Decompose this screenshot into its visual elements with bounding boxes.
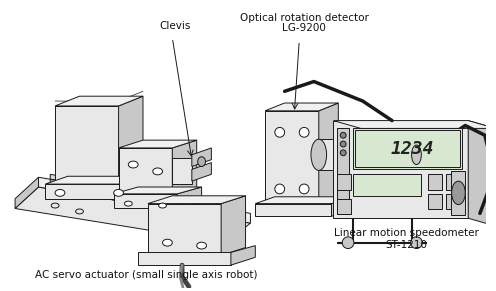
Polygon shape <box>331 197 351 216</box>
Ellipse shape <box>340 132 346 138</box>
Polygon shape <box>133 176 156 199</box>
Polygon shape <box>119 96 143 184</box>
Polygon shape <box>45 184 133 199</box>
Ellipse shape <box>159 203 167 208</box>
Ellipse shape <box>128 161 138 168</box>
Polygon shape <box>148 204 221 255</box>
Polygon shape <box>114 187 201 194</box>
Ellipse shape <box>237 231 245 236</box>
Polygon shape <box>50 179 246 218</box>
Ellipse shape <box>340 150 346 156</box>
Ellipse shape <box>412 145 421 164</box>
Ellipse shape <box>342 237 354 249</box>
Polygon shape <box>319 103 338 208</box>
Polygon shape <box>192 163 211 181</box>
Polygon shape <box>255 204 331 216</box>
Bar <box>355 130 460 168</box>
Ellipse shape <box>163 239 172 246</box>
Polygon shape <box>50 174 246 213</box>
Polygon shape <box>119 148 172 194</box>
Ellipse shape <box>114 189 124 196</box>
Bar <box>428 174 442 190</box>
Text: Linear motion speedometer: Linear motion speedometer <box>334 228 479 238</box>
Polygon shape <box>114 194 177 208</box>
Text: ST-1210: ST-1210 <box>386 239 428 249</box>
Text: 1234: 1234 <box>391 140 434 158</box>
Ellipse shape <box>75 209 83 214</box>
Ellipse shape <box>212 226 220 230</box>
Ellipse shape <box>275 127 285 137</box>
Polygon shape <box>148 196 246 204</box>
Ellipse shape <box>153 168 163 175</box>
Polygon shape <box>231 246 255 265</box>
Polygon shape <box>333 120 496 128</box>
Polygon shape <box>265 103 338 111</box>
Polygon shape <box>50 184 246 223</box>
Polygon shape <box>119 140 197 148</box>
Polygon shape <box>221 196 246 255</box>
Bar <box>451 171 465 215</box>
Polygon shape <box>15 187 250 243</box>
Ellipse shape <box>124 201 132 206</box>
Ellipse shape <box>275 184 285 194</box>
Bar <box>397 145 417 164</box>
Bar <box>353 128 462 169</box>
Polygon shape <box>172 140 197 194</box>
Polygon shape <box>39 177 250 223</box>
Bar <box>337 128 349 214</box>
Ellipse shape <box>411 237 422 249</box>
Polygon shape <box>192 148 211 166</box>
Polygon shape <box>55 106 119 184</box>
Ellipse shape <box>340 141 346 147</box>
Bar <box>333 120 468 218</box>
Polygon shape <box>255 197 351 204</box>
Polygon shape <box>138 252 231 265</box>
Bar <box>446 194 459 210</box>
Polygon shape <box>15 177 39 208</box>
Ellipse shape <box>451 181 465 205</box>
Polygon shape <box>177 187 201 208</box>
Ellipse shape <box>55 189 65 196</box>
Bar <box>319 139 397 171</box>
Polygon shape <box>265 111 319 208</box>
Polygon shape <box>468 120 496 226</box>
Bar <box>353 174 421 196</box>
Ellipse shape <box>198 157 205 166</box>
Polygon shape <box>172 158 192 184</box>
Ellipse shape <box>311 139 326 171</box>
Polygon shape <box>55 96 143 106</box>
Ellipse shape <box>51 203 59 208</box>
Ellipse shape <box>299 127 309 137</box>
Bar <box>337 174 351 190</box>
Text: Clevis: Clevis <box>160 21 191 31</box>
Bar <box>337 199 351 214</box>
Text: Optical rotation detector: Optical rotation detector <box>240 13 369 23</box>
Bar <box>428 194 442 210</box>
Ellipse shape <box>197 242 206 249</box>
Ellipse shape <box>299 184 309 194</box>
Text: LG-9200: LG-9200 <box>282 23 326 33</box>
Text: AC servo actuator (small single axis robot): AC servo actuator (small single axis rob… <box>35 270 257 280</box>
Bar <box>446 174 459 190</box>
Polygon shape <box>45 176 156 184</box>
